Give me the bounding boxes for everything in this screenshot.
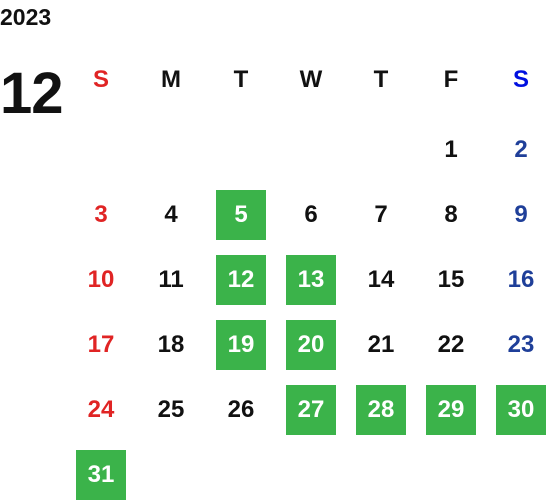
highlighted-day: 12 xyxy=(216,255,266,305)
highlighted-day: 20 xyxy=(286,320,336,370)
day: 24 xyxy=(87,396,115,423)
weekday-header: S xyxy=(512,66,529,93)
day: 17 xyxy=(87,331,115,358)
day: 16 xyxy=(507,266,535,293)
highlighted-day: 30 xyxy=(496,385,546,435)
day: 10 xyxy=(87,266,115,293)
day: 8 xyxy=(444,201,458,228)
day: 25 xyxy=(157,396,185,423)
highlighted-day: 31 xyxy=(76,450,126,500)
highlighted-day: 5 xyxy=(216,190,266,240)
year: 2023 xyxy=(0,4,52,30)
highlighted-day: 27 xyxy=(286,385,336,435)
day: 26 xyxy=(227,396,255,423)
day: 18 xyxy=(157,331,185,358)
day: 22 xyxy=(437,331,465,358)
weekday-header: T xyxy=(373,66,389,93)
highlighted-day: 19 xyxy=(216,320,266,370)
weekday-header: S xyxy=(92,66,109,93)
day: 6 xyxy=(304,201,318,228)
day: 14 xyxy=(367,266,395,293)
day: 3 xyxy=(94,201,108,228)
month: 12 xyxy=(0,61,64,126)
day: 1 xyxy=(444,136,458,163)
highlighted-day: 28 xyxy=(356,385,406,435)
day: 2 xyxy=(514,136,528,163)
day: 23 xyxy=(507,331,535,358)
highlighted-day: 29 xyxy=(426,385,476,435)
weekday-header: T xyxy=(233,66,249,93)
day: 11 xyxy=(158,266,184,293)
weekday-header: F xyxy=(443,66,459,93)
weekday-header: W xyxy=(299,66,323,93)
highlighted-day: 13 xyxy=(286,255,336,305)
day: 7 xyxy=(374,201,388,228)
day: 21 xyxy=(367,331,395,358)
day: 15 xyxy=(437,266,465,293)
day: 4 xyxy=(164,201,178,228)
day: 9 xyxy=(514,201,528,228)
weekday-header: M xyxy=(161,66,181,93)
